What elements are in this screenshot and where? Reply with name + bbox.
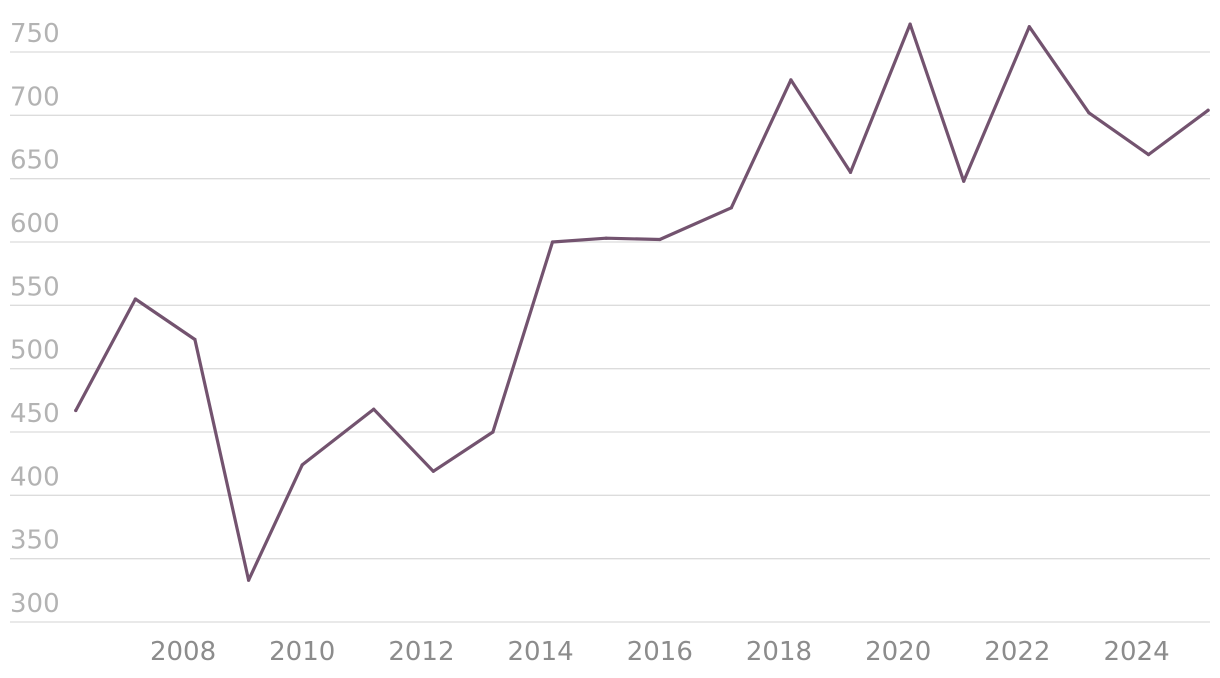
data-point (246, 578, 251, 582)
x-axis-tick-labels: 2008 2010 2012 2014 2016 2018 2020 2022 2024 (150, 637, 1170, 667)
data-point (789, 78, 793, 82)
x-tick-label: 2012 (388, 637, 454, 667)
data-point (133, 297, 137, 301)
y-tick-label: 600 (10, 209, 60, 239)
x-tick-label: 2016 (627, 637, 693, 667)
data-point (372, 407, 376, 411)
y-axis-tick-labels: 300 350 400 450 500 550 600 650 700 750 (10, 19, 60, 619)
data-point (658, 237, 662, 242)
data-point (962, 179, 966, 183)
y-tick-label: 500 (10, 336, 60, 366)
y-tick-label: 300 (10, 589, 60, 619)
data-point (729, 206, 733, 210)
y-tick-label: 650 (10, 146, 60, 176)
data-point (550, 240, 555, 244)
data-point (300, 463, 304, 467)
data-point (908, 22, 912, 26)
x-tick-label: 2022 (984, 637, 1050, 667)
x-tick-label: 2018 (746, 637, 812, 667)
data-point (1146, 153, 1151, 157)
y-tick-label: 450 (10, 399, 60, 429)
data-point (1087, 111, 1091, 115)
series-line (74, 22, 1210, 582)
data-point (193, 337, 197, 342)
data-point (604, 236, 608, 240)
series-layer (74, 22, 1210, 582)
x-tick-label: 2010 (269, 637, 335, 667)
y-tick-label: 350 (10, 526, 60, 556)
y-tick-label: 700 (10, 82, 60, 112)
y-tick-label: 750 (10, 19, 60, 49)
data-point (491, 430, 495, 434)
data-point (1027, 25, 1031, 29)
x-tick-label: 2008 (150, 637, 216, 667)
gridlines (10, 51, 1210, 623)
x-tick-label: 2014 (508, 637, 574, 667)
y-tick-label: 400 (10, 462, 60, 492)
x-tick-label: 2024 (1103, 637, 1169, 667)
data-point (74, 408, 78, 413)
data-point (848, 170, 853, 174)
y-tick-label: 550 (10, 272, 60, 302)
data-point (1206, 108, 1210, 112)
x-tick-label: 2020 (865, 637, 931, 667)
data-point (431, 469, 435, 473)
